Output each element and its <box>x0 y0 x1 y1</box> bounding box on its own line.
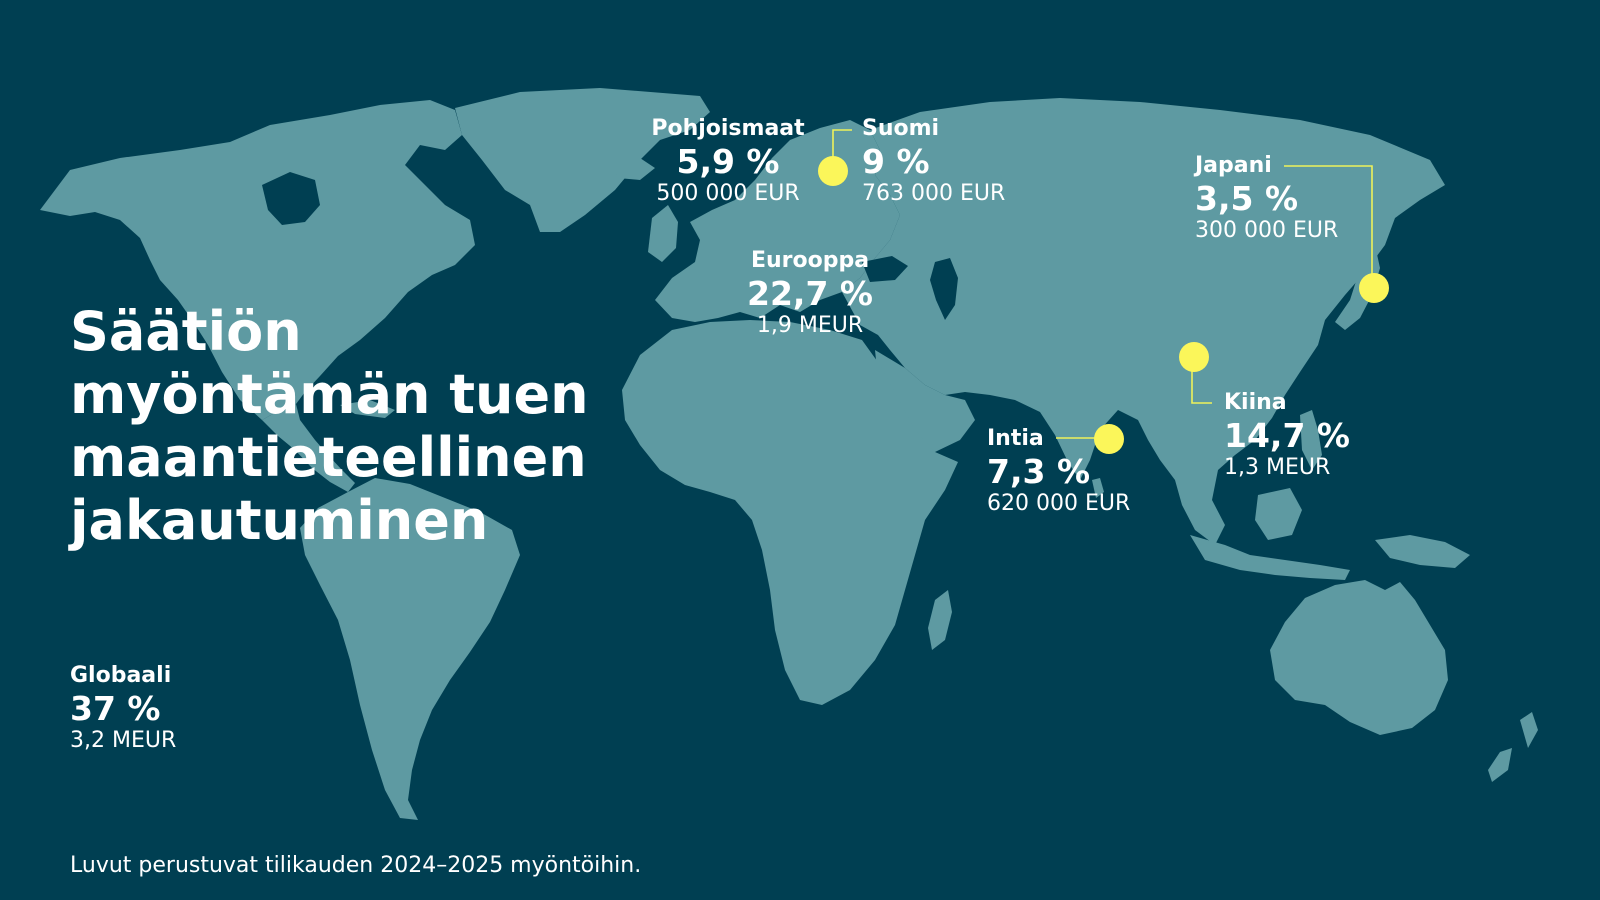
region-name: Kiina <box>1224 390 1287 415</box>
marker-intia[interactable] <box>1094 424 1124 454</box>
marker-suomi[interactable] <box>818 156 848 186</box>
label-intia: Intia 7,3 % 620 000 EUR <box>987 425 1130 517</box>
region-amount: 3,2 MEUR <box>70 728 177 753</box>
australia <box>1270 580 1448 735</box>
connector-kiina <box>1191 358 1212 404</box>
region-percent: 14,7 % <box>1224 416 1350 455</box>
asia <box>842 98 1445 545</box>
region-amount: 500 000 EUR <box>656 181 800 206</box>
label-kiina: Kiina 14,7 % 1,3 MEUR <box>1224 389 1350 481</box>
central-america <box>262 404 355 492</box>
black-sea <box>862 256 908 282</box>
region-name: Intia <box>987 426 1044 451</box>
connector-japani <box>1284 165 1373 286</box>
region-amount: 1,9 MEUR <box>756 313 864 338</box>
new-zealand <box>1488 712 1538 782</box>
region-amount: 1,3 MEUR <box>1224 455 1331 480</box>
hudson-bay <box>262 172 320 225</box>
region-percent: 5,9 % <box>676 142 780 181</box>
page-title: Säätiön myöntämän tuen maantieteellinen … <box>70 300 590 552</box>
iceland <box>612 158 655 180</box>
marker-kiina[interactable] <box>1179 342 1209 372</box>
indonesia <box>1190 535 1350 580</box>
borneo <box>1255 488 1302 540</box>
region-percent: 3,5 % <box>1195 179 1299 218</box>
footnote: Luvut perustuvat tilikauden 2024–2025 my… <box>70 853 642 878</box>
region-amount: 763 000 EUR <box>862 181 1006 206</box>
title-line-3: maantieteellinen <box>70 426 587 489</box>
greenland <box>455 88 710 232</box>
africa <box>622 320 958 705</box>
label-globaali: Globaali 37 % 3,2 MEUR <box>70 662 176 754</box>
region-name: Eurooppa <box>750 248 870 273</box>
japan-islands <box>1335 245 1380 330</box>
region-name: Globaali <box>70 663 172 688</box>
north-america <box>40 100 475 420</box>
region-name: Suomi <box>862 116 940 141</box>
caspian-sea <box>930 258 958 320</box>
new-guinea <box>1375 535 1470 568</box>
region-amount: 300 000 EUR <box>1195 218 1339 243</box>
britain <box>648 205 678 262</box>
region-amount: 620 000 EUR <box>987 491 1131 516</box>
south-america <box>300 478 520 820</box>
philippines <box>1300 410 1322 470</box>
region-percent: 9 % <box>862 142 930 181</box>
label-suomi: Suomi 9 % 763 000 EUR <box>862 115 1005 207</box>
label-japani: Japani 3,5 % 300 000 EUR <box>1195 152 1338 244</box>
label-pohjoismaat: Pohjoismaat 5,9 % 500 000 EUR <box>648 115 808 207</box>
region-percent: 7,3 % <box>987 452 1091 491</box>
title-line-2: myöntämän tuen <box>70 363 589 426</box>
sri-lanka <box>1092 478 1104 498</box>
label-eurooppa: Eurooppa 22,7 % 1,9 MEUR <box>730 247 890 339</box>
title-line-1: Säätiön <box>70 300 302 363</box>
region-name: Japani <box>1195 153 1272 178</box>
title-line-4: jakautuminen <box>70 489 489 552</box>
region-name: Pohjoismaat <box>651 116 805 141</box>
region-percent: 22,7 % <box>747 274 873 313</box>
madagascar <box>928 590 952 650</box>
marker-japani[interactable] <box>1359 273 1389 303</box>
caribbean <box>340 400 395 418</box>
region-percent: 37 % <box>70 689 161 728</box>
